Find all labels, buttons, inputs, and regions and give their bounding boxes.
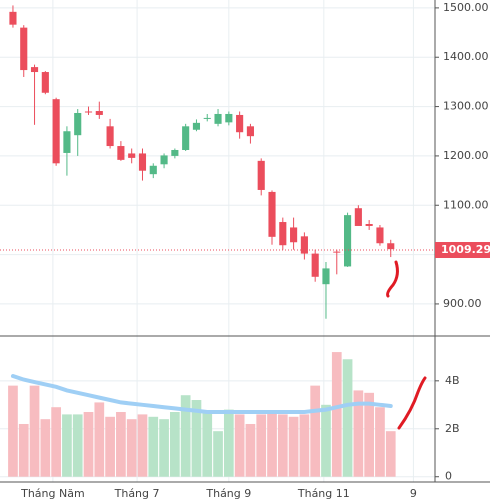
- volume-bar: [159, 419, 169, 477]
- candle-body: [279, 222, 287, 246]
- moving-average-line: [10, 374, 393, 414]
- candle-body: [246, 126, 254, 137]
- y-tick-label: 900.00: [443, 297, 482, 310]
- candle-body: [333, 251, 341, 253]
- candle-body: [9, 11, 17, 25]
- volume-bar: [364, 392, 375, 477]
- volume-bar: [51, 407, 61, 477]
- volume-bar: [29, 385, 40, 477]
- volume-bar: [288, 416, 299, 477]
- x-tick-label: Tháng 9: [205, 487, 251, 500]
- volume-bar: [116, 411, 126, 477]
- last-price-label: 1009.29: [441, 243, 490, 256]
- candle-body: [365, 224, 373, 226]
- volume-bar: [170, 411, 180, 477]
- volume-bar: [375, 407, 385, 477]
- y-tick-label: 0: [445, 470, 452, 483]
- candle-body: [192, 122, 201, 130]
- candle-body: [30, 67, 39, 73]
- candle-body: [214, 113, 222, 124]
- volume-bar: [191, 400, 202, 477]
- volume-bar: [72, 414, 83, 477]
- candle-body: [376, 227, 384, 244]
- volume-bar: [202, 411, 213, 477]
- volume-bar: [267, 411, 277, 477]
- candle-body: [290, 227, 298, 243]
- y-tick-label: 2B: [445, 422, 460, 435]
- y-tick-label: 4B: [445, 374, 460, 387]
- volume-bar: [137, 414, 148, 477]
- candle-body: [344, 215, 352, 267]
- candle-body: [354, 208, 362, 226]
- volume-bar: [342, 359, 353, 477]
- volume-bar: [353, 390, 364, 477]
- y-tick-label: 1400.00: [443, 50, 489, 63]
- volume-bar: [62, 414, 72, 477]
- volume-bar: [310, 385, 321, 477]
- x-tick-label: Tháng 11: [297, 487, 350, 500]
- candle-body: [203, 117, 211, 119]
- candle-body: [236, 114, 244, 133]
- candle-body: [52, 99, 60, 164]
- volume-bar: [105, 416, 115, 477]
- candle-body: [95, 111, 103, 115]
- volume-bar: [245, 423, 256, 477]
- candle-body: [322, 268, 330, 285]
- volume-bar: [299, 414, 310, 477]
- candle-body: [257, 160, 265, 190]
- volume-bar: [331, 352, 342, 477]
- candle-body: [160, 155, 168, 165]
- volume-bar: [18, 423, 29, 477]
- candle-body: [171, 149, 179, 156]
- volume-bar: [385, 431, 396, 477]
- y-tick-label: 1300.00: [443, 100, 489, 113]
- volume-bar: [277, 414, 288, 477]
- candle-body: [300, 236, 308, 254]
- annotation-stroke: [386, 260, 399, 298]
- candle-body: [41, 72, 49, 93]
- candle-body: [117, 146, 125, 160]
- candle-body: [182, 126, 190, 150]
- volume-bar: [126, 419, 137, 477]
- volume-bar: [180, 395, 191, 477]
- y-tick-label: 1200.00: [443, 149, 489, 162]
- y-tick-label: 1500.00: [443, 1, 489, 14]
- candle-body: [84, 111, 93, 113]
- candle-body: [128, 153, 136, 158]
- last-price-box: [435, 242, 490, 259]
- volume-bar: [256, 414, 267, 477]
- x-tick-label: Tháng Năm: [20, 487, 85, 500]
- candle-body: [311, 253, 319, 277]
- volume-bar: [223, 409, 234, 477]
- volume-bar: [321, 404, 331, 477]
- volume-bar: [94, 402, 105, 477]
- x-tick-label: Tháng 7: [114, 487, 160, 500]
- volume-bar: [40, 419, 51, 477]
- candle-body: [74, 112, 82, 136]
- y-tick-label: 1100.00: [443, 198, 489, 211]
- x-tick-label: 9: [410, 487, 417, 500]
- volume-bar: [234, 414, 245, 477]
- candle-body: [149, 165, 157, 175]
- annotation-stroke: [397, 376, 427, 430]
- volume-bar: [148, 416, 159, 477]
- volume-bar: [213, 431, 223, 477]
- volume-bar: [83, 411, 94, 477]
- candle-body: [138, 153, 147, 171]
- candle-body: [106, 126, 114, 147]
- candle-body: [225, 113, 233, 123]
- volume-bar: [8, 385, 18, 477]
- candle-body: [268, 191, 276, 237]
- candle-body: [387, 243, 395, 250]
- candle-body: [20, 27, 28, 71]
- candle-body: [63, 131, 71, 153]
